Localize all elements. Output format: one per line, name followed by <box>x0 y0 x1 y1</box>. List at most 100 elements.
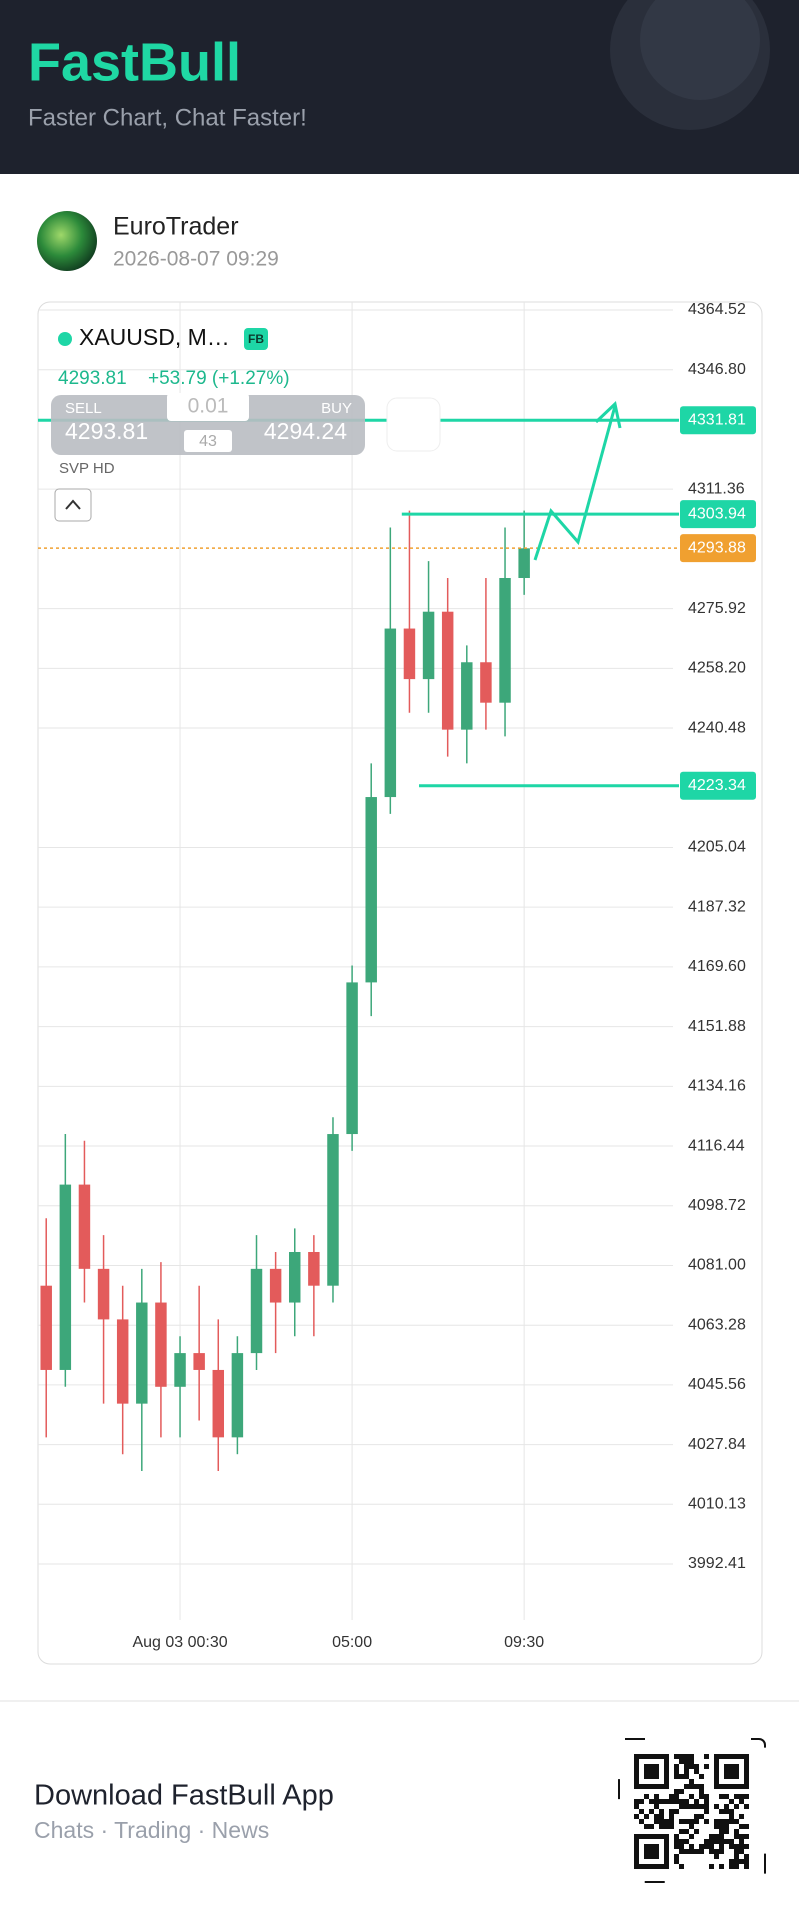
sell-label[interactable]: SELL <box>65 400 102 417</box>
qr-module <box>679 1819 684 1824</box>
qr-module <box>724 1829 729 1834</box>
chart-frame <box>37 301 763 1665</box>
y-tick-label: 4169.60 <box>688 958 746 975</box>
qr-module <box>644 1824 649 1829</box>
qr-module <box>734 1854 739 1859</box>
plot: 4364.52 4346.80 4311.36 4275.92 4258.20 4240.… <box>38 301 756 1651</box>
qr-module <box>699 1784 704 1789</box>
qr-module <box>659 1824 664 1829</box>
qr-module <box>729 1799 734 1804</box>
level-tag <box>680 534 756 563</box>
qr-module <box>694 1804 699 1809</box>
qr-module <box>694 1819 699 1824</box>
qr-module <box>674 1854 679 1859</box>
qr-module <box>739 1799 744 1804</box>
qr-module <box>644 1794 649 1799</box>
lot[interactable]: 0.01 <box>188 395 229 418</box>
x-tick-label: 09:30 <box>504 1634 544 1651</box>
sell-price[interactable]: 4293.81 <box>65 418 148 444</box>
level-tag <box>680 406 756 435</box>
qr-module <box>729 1839 734 1844</box>
qr-module <box>634 1799 639 1804</box>
qr-module <box>729 1814 734 1819</box>
candle-body <box>422 611 435 680</box>
candle-body <box>231 1353 244 1438</box>
y-tick-label: 4027.84 <box>688 1436 746 1453</box>
qr-module <box>674 1839 679 1844</box>
y-tick-label: 4240.48 <box>688 719 746 736</box>
qr-module <box>679 1774 684 1779</box>
footer-title[interactable]: Download FastBull App <box>34 1780 334 1812</box>
lot-input[interactable] <box>167 393 249 421</box>
qr-module <box>684 1829 689 1834</box>
qr-module <box>694 1769 699 1774</box>
qr-module <box>659 1819 664 1824</box>
author[interactable]: EuroTrader <box>113 213 239 241</box>
candle-body <box>40 1285 52 1370</box>
qr-module <box>704 1754 709 1759</box>
qr-module <box>679 1829 684 1834</box>
collapse-button[interactable] <box>54 488 92 522</box>
qr-module <box>679 1799 684 1804</box>
candle-body <box>441 611 454 730</box>
qr-module <box>659 1809 664 1814</box>
buy-price[interactable]: 4294.24 <box>264 418 347 444</box>
qr-module <box>739 1839 744 1844</box>
spread: 43 <box>199 433 217 450</box>
qr-module <box>679 1849 684 1854</box>
price-change: +53.79 (+1.27%) <box>148 368 290 389</box>
candle-body <box>59 1184 72 1370</box>
qr-module <box>724 1794 729 1799</box>
symbol[interactable]: XAUUSD, M… <box>79 324 230 350</box>
qr-module <box>704 1764 709 1769</box>
qr-module <box>669 1819 674 1824</box>
qr-module <box>729 1864 734 1869</box>
candle-body <box>193 1353 205 1370</box>
qr-module <box>724 1804 729 1809</box>
qr-module <box>679 1844 684 1849</box>
qr-module <box>689 1819 694 1824</box>
qr-module <box>714 1824 719 1829</box>
qr-module <box>669 1814 674 1819</box>
qr-module <box>689 1784 694 1789</box>
qr-module <box>669 1794 674 1799</box>
avatar[interactable] <box>37 211 97 271</box>
qr-module <box>674 1799 679 1804</box>
qr-module <box>719 1809 724 1814</box>
qr-module <box>684 1804 689 1809</box>
qr-module <box>634 1814 639 1819</box>
status-dot <box>58 332 72 346</box>
y-tick-label: 4010.13 <box>688 1496 746 1513</box>
qr-module <box>719 1824 724 1829</box>
candle-body <box>155 1302 167 1387</box>
qr-module <box>719 1864 724 1869</box>
candle-body <box>461 662 473 730</box>
qr-module <box>684 1774 689 1779</box>
qr-module <box>674 1789 679 1794</box>
qr-module <box>734 1829 739 1834</box>
qr-module <box>709 1839 714 1844</box>
qr-module <box>694 1764 699 1769</box>
buy-label[interactable]: BUY <box>321 400 352 417</box>
qr-module <box>664 1799 669 1804</box>
candle-body <box>346 982 358 1135</box>
y-tick-label: 4063.28 <box>688 1316 746 1333</box>
y-tick-label: 4258.20 <box>688 660 746 677</box>
qr-module <box>689 1824 694 1829</box>
qr-module <box>709 1834 714 1839</box>
level-label: 4223.34 <box>688 777 746 794</box>
drawing-arrow <box>533 405 617 561</box>
y-tick-label: 4081.00 <box>688 1257 746 1274</box>
qr-module <box>739 1844 744 1849</box>
qr-module <box>719 1819 724 1824</box>
qr-module <box>699 1844 704 1849</box>
qr-module <box>729 1859 734 1864</box>
y-tick-label: 3992.41 <box>688 1555 746 1572</box>
qr-module <box>684 1764 689 1769</box>
qr-module <box>709 1844 714 1849</box>
qr-code <box>618 1738 766 1883</box>
y-tick-label: 4187.32 <box>688 898 746 915</box>
qr-module <box>684 1759 689 1764</box>
action-button[interactable] <box>386 397 441 452</box>
x-tick-label: Aug 03 00:30 <box>132 1634 227 1651</box>
